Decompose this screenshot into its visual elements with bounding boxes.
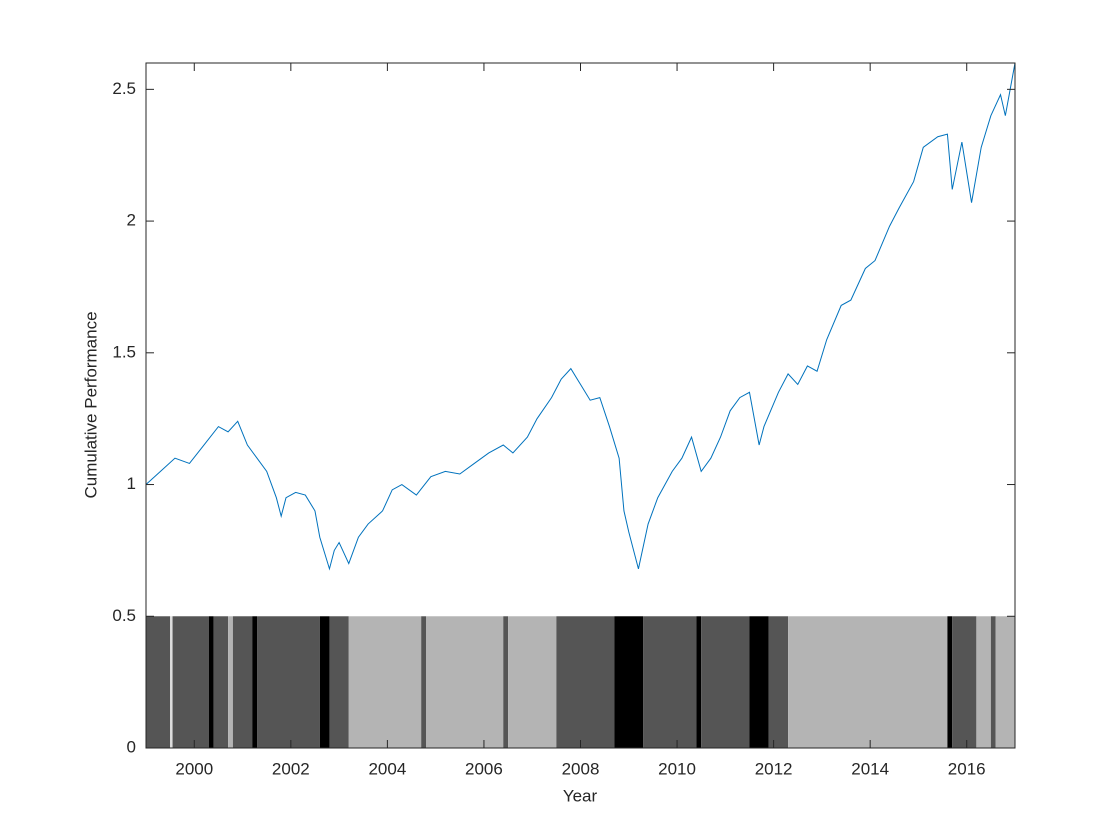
y-axis-label: Cumulative Performance: [81, 311, 100, 498]
regime-band: [947, 616, 953, 748]
x-axis-label: Year: [563, 786, 598, 805]
regime-band: [252, 616, 258, 748]
regime-band: [995, 616, 1015, 748]
y-tick-label: 2: [127, 211, 136, 230]
regime-band: [348, 616, 422, 748]
x-tick-label: 2004: [368, 759, 406, 778]
regime-band: [643, 616, 697, 748]
regime-band: [749, 616, 769, 748]
x-tick-label: 2006: [465, 759, 503, 778]
line-series: [145, 62, 1016, 571]
regime-band: [329, 616, 349, 748]
regime-band: [146, 616, 171, 748]
x-tick-label: 2010: [658, 759, 696, 778]
y-tick-label: 0: [127, 737, 136, 756]
x-tick-label: 2014: [851, 759, 889, 778]
x-tick-label: 2008: [562, 759, 600, 778]
regime-band: [990, 616, 996, 748]
x-tick-label: 2002: [272, 759, 310, 778]
regime-band: [768, 616, 789, 748]
regime-band: [696, 616, 702, 748]
x-tick-label: 2012: [755, 759, 793, 778]
regime-band: [208, 616, 214, 748]
regime-band: [614, 616, 644, 748]
regime-band: [508, 616, 557, 748]
regime-band: [172, 616, 209, 748]
x-tick-label: 2016: [948, 759, 986, 778]
y-tick-label: 2.5: [112, 79, 136, 98]
y-tick-label: 1.5: [112, 342, 136, 361]
regime-band: [319, 616, 330, 748]
x-tick-label: 2000: [175, 759, 213, 778]
y-tick-label: 1: [127, 474, 136, 493]
regime-band: [232, 616, 253, 748]
regime-band: [426, 616, 504, 748]
y-tick-label: 0.5: [112, 606, 136, 625]
regime-band: [170, 616, 173, 748]
regime-band: [952, 616, 977, 748]
regime-band: [503, 616, 509, 748]
regime-band: [556, 616, 615, 748]
regime-band: [421, 616, 427, 748]
regime-band: [213, 616, 229, 748]
regime-band: [976, 616, 991, 748]
regime-band: [257, 616, 320, 748]
regime-band: [701, 616, 750, 748]
regime-band: [788, 616, 948, 748]
regime-band: [228, 616, 233, 748]
